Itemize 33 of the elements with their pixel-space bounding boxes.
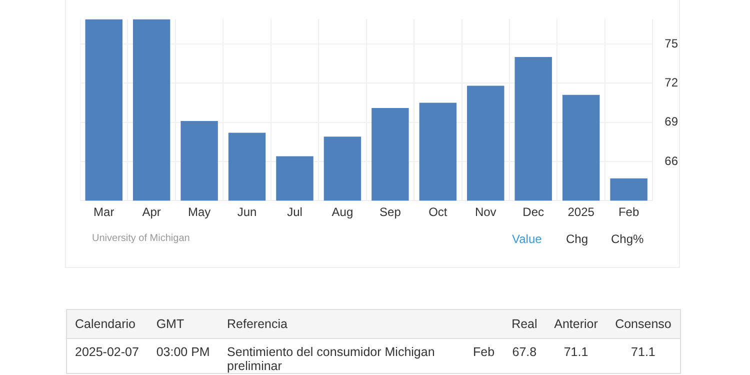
text: Real (503, 310, 546, 338)
x-tick-label: May (188, 205, 211, 220)
text: Chg (566, 232, 588, 246)
x-tick-label: Nov (474, 205, 496, 220)
text: 71.1 (562, 344, 590, 361)
text: Referencia (219, 310, 504, 338)
text: GMT (148, 310, 220, 338)
x-tick-label: Jul (287, 205, 302, 220)
text: University of Michigan (92, 233, 190, 244)
x-tick-label: Oct (428, 205, 448, 220)
text: 2025-02-07 (74, 344, 140, 361)
text: 67.8 (511, 344, 538, 361)
x-tick-label: Feb (618, 205, 640, 220)
y-tick-label: 75 (664, 36, 678, 50)
text: Sentimiento del consumidor Michigan preliminar (226, 344, 436, 374)
x-tick-label: Jun (237, 205, 257, 220)
text: 03:00 PM (155, 344, 211, 361)
text: Calendario (66, 310, 148, 338)
text: Value (512, 232, 542, 246)
y-tick-label: 66 (664, 154, 678, 168)
x-tick-label: Aug (332, 205, 354, 220)
y-tick-label: 72 (664, 75, 678, 90)
text: Feb (472, 344, 496, 361)
x-tick-label: Apr (142, 205, 161, 220)
text: 71.1 (630, 344, 656, 361)
text: Consenso (606, 310, 680, 338)
text: Chg% (611, 232, 644, 246)
x-tick-label: Dec (522, 205, 544, 220)
x-tick-label: Mar (94, 205, 114, 220)
x-tick-label: 2025 (568, 205, 595, 220)
text: Anterior (546, 310, 606, 338)
y-tick-label: 69 (664, 114, 678, 129)
x-tick-label: Sep (380, 205, 402, 220)
